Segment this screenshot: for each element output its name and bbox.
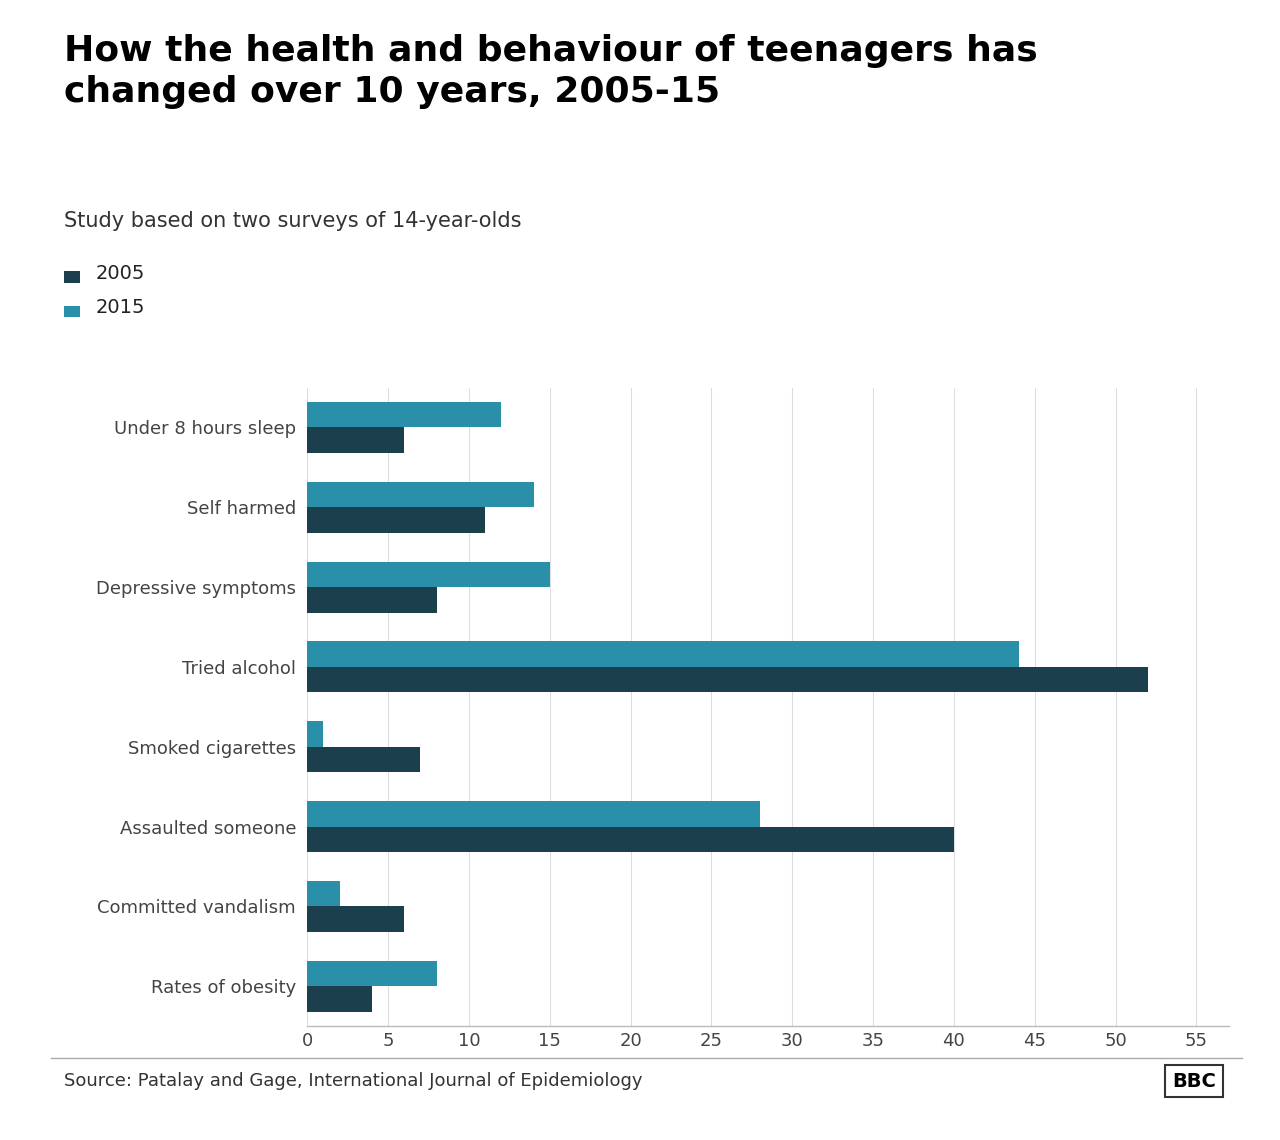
Bar [307,507,485,532]
Bar [307,402,502,428]
Bar [307,482,534,507]
Text: How the health and behaviour of teenagers has
changed over 10 years, 2005-15: How the health and behaviour of teenager… [64,34,1038,109]
Bar [307,747,420,772]
Text: BBC: BBC [1172,1072,1216,1091]
Bar [307,667,1148,692]
Bar [307,826,954,852]
Bar [307,722,324,747]
Bar [307,881,339,906]
Bar [307,986,372,1011]
Text: 2015: 2015 [96,299,146,317]
Text: Study based on two surveys of 14-year-olds: Study based on two surveys of 14-year-ol… [64,211,521,231]
Bar [307,562,549,587]
Bar [307,642,1019,667]
Text: 2005: 2005 [96,264,146,283]
Bar [307,906,404,931]
Bar [307,587,436,612]
Bar [307,961,436,986]
Text: Source: Patalay and Gage, International Journal of Epidemiology: Source: Patalay and Gage, International … [64,1072,643,1090]
Bar [307,801,760,826]
Bar [307,428,404,453]
